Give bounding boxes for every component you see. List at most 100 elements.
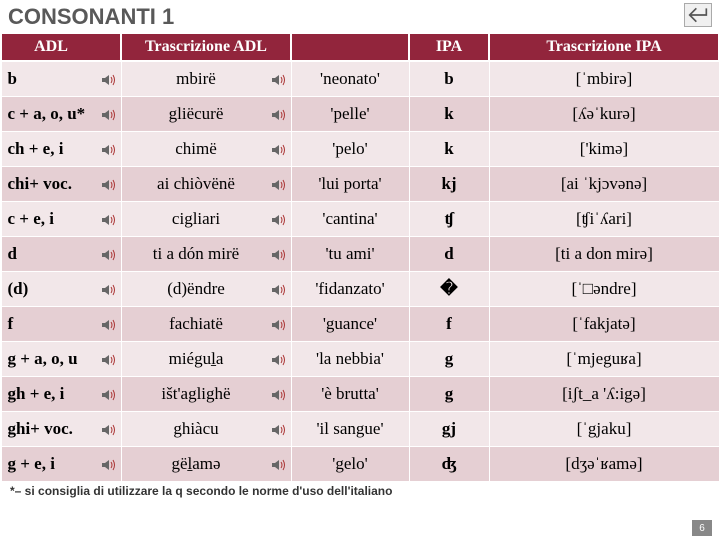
cell-ipa-transcription: [ˈfakjatə] [489, 306, 719, 341]
table-row: c + a, o, u*gliëcurë'pelle'k[ʎəˈkurə] [1, 96, 719, 131]
table-row: dti a dón mirë'tu ami'd[ti a don mirə] [1, 236, 719, 271]
cell-ipa: b [409, 61, 489, 96]
cell-adl: g + a, o, u [1, 341, 121, 376]
sound-icon[interactable] [101, 457, 117, 471]
table-row: (d)(d)ëndre'fidanzato'�[ˈ□əndre] [1, 271, 719, 306]
cell-gloss: 'il sangue' [291, 411, 409, 446]
cell-adl: chi+ voc. [1, 166, 121, 201]
table-row: ch + e, ichimë'pelo'k['kimə] [1, 131, 719, 166]
sound-icon[interactable] [271, 352, 287, 366]
sound-icon[interactable] [101, 422, 117, 436]
sound-icon[interactable] [101, 247, 117, 261]
cell-ipa-transcription: [iʃt_a 'ʎ:igə] [489, 376, 719, 411]
cell-adl: gh + e, i [1, 376, 121, 411]
table-row: ghi+ voc.ghiàcu'il sangue'gj[ˈgjaku] [1, 411, 719, 446]
cell-transcription: mbirë [121, 61, 291, 96]
cell-adl: b [1, 61, 121, 96]
cell-ipa: g [409, 341, 489, 376]
cell-transcription: ghiàcu [121, 411, 291, 446]
back-button[interactable] [684, 3, 712, 27]
table-row: c + e, icigliari'cantina'ʧ[ʧiˈʎari] [1, 201, 719, 236]
table-header-row: ADL Trascrizione ADL IPA Trascrizione IP… [1, 33, 719, 61]
sound-icon[interactable] [101, 282, 117, 296]
cell-adl: d [1, 236, 121, 271]
back-arrow-icon [688, 6, 708, 24]
cell-adl: f [1, 306, 121, 341]
page-number: 6 [692, 520, 712, 536]
cell-adl: c + a, o, u* [1, 96, 121, 131]
sound-icon[interactable] [101, 177, 117, 191]
cell-gloss: 'è brutta' [291, 376, 409, 411]
sound-icon[interactable] [271, 247, 287, 261]
cell-ipa: f [409, 306, 489, 341]
cell-gloss: 'pelle' [291, 96, 409, 131]
cell-ipa-transcription: [ˈmjeguʁa] [489, 341, 719, 376]
cell-ipa: ʤ [409, 446, 489, 481]
sound-icon[interactable] [271, 422, 287, 436]
footnote: *– si consiglia di utilizzare la q secon… [0, 482, 720, 500]
cell-ipa-transcription: [ʧiˈʎari] [489, 201, 719, 236]
table-row: ffachiatë'guance'f[ˈfakjatə] [1, 306, 719, 341]
cell-transcription: chimë [121, 131, 291, 166]
cell-ipa-transcription: [ʎəˈkurə] [489, 96, 719, 131]
cell-ipa: ʧ [409, 201, 489, 236]
table-row: g + a, o, umiéguḻa'la nebbia'g[ˈmjeguʁa] [1, 341, 719, 376]
cell-ipa-transcription: [dʒəˈʁamə] [489, 446, 719, 481]
sound-icon[interactable] [271, 72, 287, 86]
header-ipa: IPA [409, 33, 489, 61]
cell-transcription: miéguḻa [121, 341, 291, 376]
cell-gloss: 'neonato' [291, 61, 409, 96]
sound-icon[interactable] [101, 107, 117, 121]
cell-gloss: 'pelo' [291, 131, 409, 166]
cell-gloss: 'la nebbia' [291, 341, 409, 376]
sound-icon[interactable] [271, 457, 287, 471]
cell-ipa: k [409, 131, 489, 166]
cell-gloss: 'cantina' [291, 201, 409, 236]
cell-ipa-transcription: [ti a don mirə] [489, 236, 719, 271]
cell-ipa: � [409, 271, 489, 306]
sound-icon[interactable] [101, 317, 117, 331]
sound-icon[interactable] [271, 212, 287, 226]
sound-icon[interactable] [271, 317, 287, 331]
cell-ipa-transcription: [ˈmbirə] [489, 61, 719, 96]
sound-icon[interactable] [101, 72, 117, 86]
cell-transcription: cigliari [121, 201, 291, 236]
cell-gloss: 'gelo' [291, 446, 409, 481]
cell-ipa-transcription: [ˈgjaku] [489, 411, 719, 446]
cell-transcription: ai chiòvënë [121, 166, 291, 201]
sound-icon[interactable] [101, 387, 117, 401]
sound-icon[interactable] [101, 212, 117, 226]
cell-ipa: k [409, 96, 489, 131]
cell-gloss: 'lui porta' [291, 166, 409, 201]
cell-adl: c + e, i [1, 201, 121, 236]
cell-gloss: 'fidanzato' [291, 271, 409, 306]
sound-icon[interactable] [101, 352, 117, 366]
cell-transcription: (d)ëndre [121, 271, 291, 306]
cell-ipa: kj [409, 166, 489, 201]
sound-icon[interactable] [101, 142, 117, 156]
cell-transcription: gëḻamə [121, 446, 291, 481]
table-row: gh + e, iišt'aglighë'è brutta'g[iʃt_a 'ʎ… [1, 376, 719, 411]
cell-gloss: 'tu ami' [291, 236, 409, 271]
cell-ipa: g [409, 376, 489, 411]
cell-adl: (d) [1, 271, 121, 306]
sound-icon[interactable] [271, 387, 287, 401]
sound-icon[interactable] [271, 282, 287, 296]
page-title: CONSONANTI 1 [0, 0, 720, 32]
header-adl: ADL [1, 33, 121, 61]
table-row: bmbirë'neonato'b[ˈmbirə] [1, 61, 719, 96]
cell-adl: g + e, i [1, 446, 121, 481]
header-tra: Trascrizione ADL [121, 33, 291, 61]
header-gloss [291, 33, 409, 61]
cell-ipa: gj [409, 411, 489, 446]
sound-icon[interactable] [271, 177, 287, 191]
sound-icon[interactable] [271, 107, 287, 121]
cell-ipa-transcription: [ai ˈkjɔvənə] [489, 166, 719, 201]
sound-icon[interactable] [271, 142, 287, 156]
cell-transcription: gliëcurë [121, 96, 291, 131]
table-row: g + e, igëḻamə'gelo'ʤ[dʒəˈʁamə] [1, 446, 719, 481]
cell-transcription: išt'aglighë [121, 376, 291, 411]
table-row: chi+ voc.ai chiòvënë'lui porta'kj[ai ˈkj… [1, 166, 719, 201]
cell-ipa-transcription: [ˈ□əndre] [489, 271, 719, 306]
consonants-table: ADL Trascrizione ADL IPA Trascrizione IP… [0, 32, 720, 482]
